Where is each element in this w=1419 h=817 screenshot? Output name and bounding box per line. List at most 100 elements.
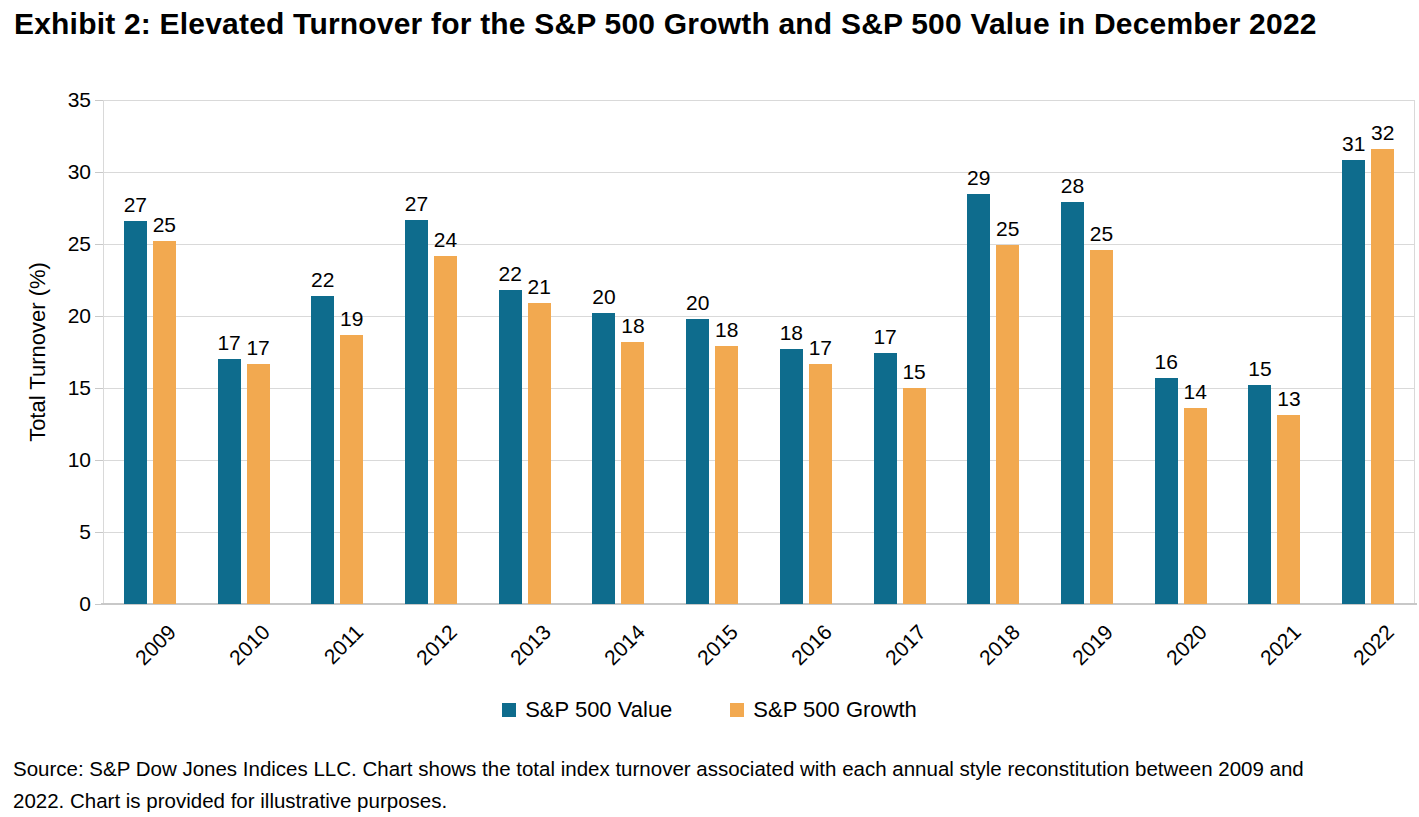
y-tick-label-35: 35 xyxy=(47,89,91,111)
bar-label-2011-value: 22 xyxy=(311,268,334,292)
x-tick-label-2013: 2013 xyxy=(506,620,556,670)
bar-label-2016-growth: 17 xyxy=(809,336,832,360)
x-tick-label-2014: 2014 xyxy=(599,620,649,670)
y-tick-label-15: 15 xyxy=(47,377,91,399)
bar-2019-value xyxy=(1061,202,1084,604)
bar-label-2016-value: 18 xyxy=(780,321,803,345)
bar-label-2019-growth: 25 xyxy=(1090,222,1113,246)
gridline-15 xyxy=(103,388,1415,389)
bar-label-2020-value: 16 xyxy=(1155,350,1178,374)
gridline-20 xyxy=(103,316,1415,317)
bar-2021-growth xyxy=(1277,415,1300,604)
y-tick-label-25: 25 xyxy=(47,233,91,255)
bar-label-2021-growth: 13 xyxy=(1277,387,1300,411)
bar-label-2022-value: 31 xyxy=(1342,132,1365,156)
legend-swatch-growth-icon xyxy=(730,703,744,717)
bar-label-2012-value: 27 xyxy=(405,192,428,216)
y-tick-label-20: 20 xyxy=(47,305,91,327)
bar-label-2009-growth: 25 xyxy=(153,213,176,237)
bar-2015-value xyxy=(686,319,709,604)
bar-2017-growth xyxy=(903,388,926,604)
bar-label-2019-value: 28 xyxy=(1061,174,1084,198)
bar-2022-growth xyxy=(1371,149,1394,604)
x-tick-label-2010: 2010 xyxy=(225,620,275,670)
bar-label-2013-growth: 21 xyxy=(528,275,551,299)
gridline-25 xyxy=(103,244,1415,245)
x-tick-label-2015: 2015 xyxy=(693,620,743,670)
bar-2012-value xyxy=(405,220,428,604)
y-axis-title: Total Turnover (%) xyxy=(25,262,51,442)
y-tick-label-10: 10 xyxy=(47,449,91,471)
bar-label-2015-value: 20 xyxy=(686,291,709,315)
bar-label-2011-growth: 19 xyxy=(340,307,363,331)
bar-label-2013-value: 22 xyxy=(499,262,522,286)
exhibit-page: Exhibit 2: Elevated Turnover for the S&P… xyxy=(0,0,1419,817)
y-tick-mark-20 xyxy=(95,316,103,317)
bar-label-2021-value: 15 xyxy=(1248,357,1271,381)
legend-item-growth: S&P 500 Growth xyxy=(730,697,916,723)
y-tick-mark-25 xyxy=(95,244,103,245)
gridline-30 xyxy=(103,172,1415,173)
gridline-35 xyxy=(103,100,1415,101)
bar-2013-growth xyxy=(528,303,551,604)
x-tick-label-2009: 2009 xyxy=(131,620,181,670)
bar-label-2014-growth: 18 xyxy=(621,314,644,338)
bar-2014-growth xyxy=(621,342,644,604)
bar-label-2009-value: 27 xyxy=(124,193,147,217)
bar-label-2015-growth: 18 xyxy=(715,318,738,342)
bar-2020-growth xyxy=(1184,408,1207,604)
source-note: Source: S&P Dow Jones Indices LLC. Chart… xyxy=(13,753,1353,817)
y-tick-mark-30 xyxy=(95,172,103,173)
bar-2009-value xyxy=(124,221,147,604)
bar-2016-value xyxy=(780,349,803,604)
y-tick-mark-10 xyxy=(95,460,103,461)
bar-2017-value xyxy=(874,353,897,604)
y-tick-mark-5 xyxy=(95,532,103,533)
bar-2014-value xyxy=(592,313,615,604)
x-tick-label-2017: 2017 xyxy=(881,620,931,670)
y-tick-mark-15 xyxy=(95,388,103,389)
bar-2010-growth xyxy=(247,364,270,604)
chart-title: Exhibit 2: Elevated Turnover for the S&P… xyxy=(14,5,1404,43)
x-tick-label-2022: 2022 xyxy=(1349,620,1399,670)
bar-label-2020-growth: 14 xyxy=(1184,380,1207,404)
bar-2018-value xyxy=(967,194,990,604)
bar-2012-growth xyxy=(434,256,457,604)
bar-2010-value xyxy=(218,359,241,604)
bar-2020-value xyxy=(1155,378,1178,604)
bar-2016-growth xyxy=(809,364,832,604)
bar-label-2017-growth: 15 xyxy=(902,360,925,384)
bar-label-2014-value: 20 xyxy=(592,285,615,309)
y-tick-label-0: 0 xyxy=(47,593,91,615)
bar-label-2018-growth: 25 xyxy=(996,217,1019,241)
x-axis-line xyxy=(101,603,1417,605)
x-tick-label-2016: 2016 xyxy=(787,620,837,670)
legend-swatch-value-icon xyxy=(502,703,516,717)
bar-2018-growth xyxy=(996,245,1019,604)
gridline-10 xyxy=(103,460,1415,461)
legend-label-value: S&P 500 Value xyxy=(525,697,672,723)
gridline-5 xyxy=(103,532,1415,533)
y-tick-mark-35 xyxy=(95,100,103,101)
bar-2022-value xyxy=(1342,160,1365,604)
x-tick-label-2019: 2019 xyxy=(1068,620,1118,670)
bar-label-2010-value: 17 xyxy=(217,331,240,355)
plot-area xyxy=(103,100,1415,604)
bar-2019-growth xyxy=(1090,250,1113,604)
bar-2015-growth xyxy=(715,346,738,604)
x-tick-label-2021: 2021 xyxy=(1255,620,1305,670)
bar-2013-value xyxy=(499,290,522,604)
x-tick-label-2018: 2018 xyxy=(974,620,1024,670)
bar-label-2022-growth: 32 xyxy=(1371,121,1394,145)
bar-label-2012-growth: 24 xyxy=(434,228,457,252)
bar-2011-growth xyxy=(340,335,363,604)
bar-2021-value xyxy=(1248,385,1271,604)
x-tick-label-2012: 2012 xyxy=(412,620,462,670)
bar-label-2017-value: 17 xyxy=(873,325,896,349)
legend: S&P 500 Value S&P 500 Growth xyxy=(0,697,1419,723)
y-tick-label-5: 5 xyxy=(47,521,91,543)
x-tick-label-2011: 2011 xyxy=(319,620,368,669)
bar-label-2018-value: 29 xyxy=(967,166,990,190)
y-tick-mark-0 xyxy=(95,604,103,605)
legend-label-growth: S&P 500 Growth xyxy=(753,697,916,723)
